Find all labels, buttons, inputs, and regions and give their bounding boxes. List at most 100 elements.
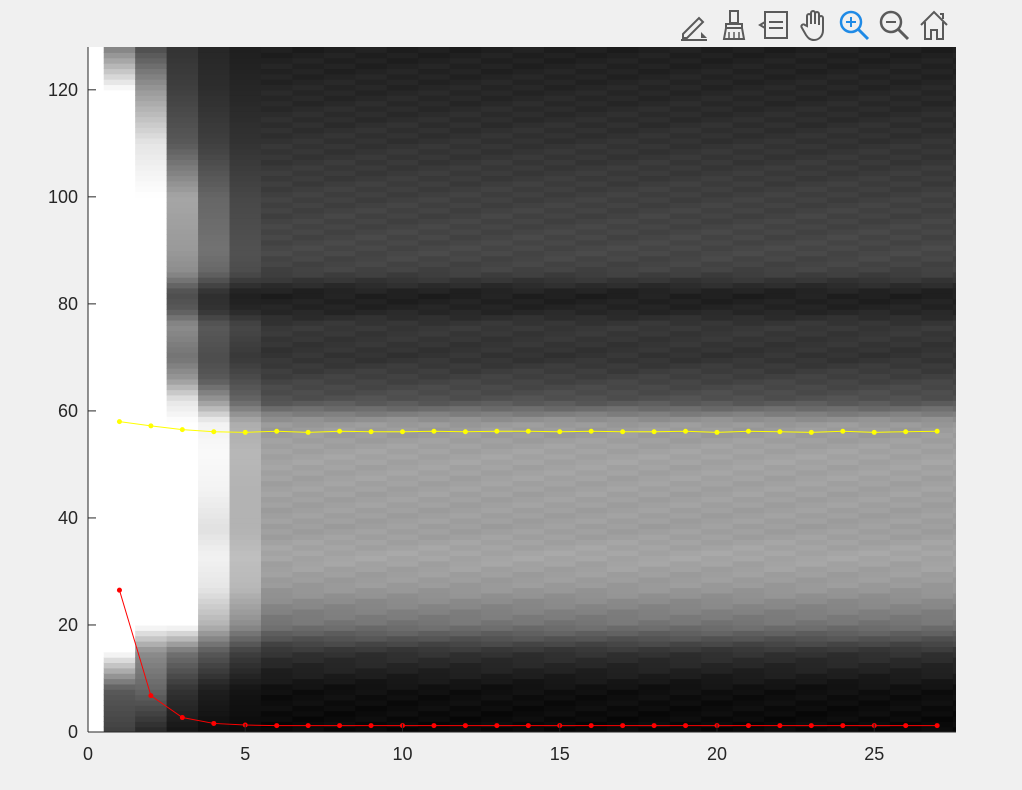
heatmap-cell <box>606 325 639 332</box>
heatmap-cell <box>544 362 577 369</box>
heatmap-cell <box>449 303 482 310</box>
heatmap-cell <box>229 517 262 524</box>
heatmap-cell <box>952 673 956 680</box>
heatmap-cell <box>952 68 956 75</box>
heatmap-cell <box>952 582 956 589</box>
heatmap-cell <box>260 245 294 251</box>
heatmap-cell <box>669 298 702 305</box>
heatmap-cell <box>858 218 891 225</box>
heatmap-cell <box>512 699 545 706</box>
heatmap-cell <box>166 539 199 546</box>
heatmap-cell <box>229 202 262 209</box>
heatmap-cell <box>858 443 891 449</box>
heatmap-column <box>355 47 388 732</box>
heatmap-cell <box>858 282 891 289</box>
heatmap-cell <box>827 154 860 160</box>
home-button[interactable] <box>916 7 952 43</box>
heatmap-cell <box>544 148 577 155</box>
heatmap-cell <box>512 234 545 241</box>
heatmap-cell <box>795 309 828 316</box>
heatmap-cell <box>323 619 356 626</box>
heatmap-cell <box>889 501 923 508</box>
heatmap-cell <box>198 314 231 321</box>
heatmap-cell <box>260 501 294 508</box>
heatmap-cell <box>952 453 956 460</box>
heatmap-cell <box>952 346 956 353</box>
heatmap-cell <box>952 212 956 219</box>
heatmap-cell <box>732 63 765 70</box>
heatmap-cell <box>889 105 923 112</box>
heatmap-cell <box>449 400 482 407</box>
heatmap-cell <box>260 635 294 642</box>
heatmap-cell <box>732 464 765 471</box>
heatmap-cell <box>229 571 262 578</box>
heatmap-cell <box>858 592 891 599</box>
heatmap-cell <box>323 394 356 401</box>
heatmap-cell <box>921 319 954 326</box>
heatmap-cell <box>386 207 419 214</box>
heatmap-cell <box>135 389 168 396</box>
heatmap-cell <box>260 416 294 423</box>
heatmap-cell <box>764 646 797 653</box>
heatmap-cell <box>103 68 136 75</box>
heatmap-cell <box>449 635 482 642</box>
heatmap-cell <box>481 566 514 573</box>
heatmap-cell <box>198 657 231 664</box>
brush-button[interactable] <box>716 7 752 43</box>
heatmap-cell <box>512 212 545 219</box>
heatmap-cell <box>512 111 545 118</box>
heatmap-cell <box>103 394 136 401</box>
heatmap-cell <box>701 132 734 139</box>
heatmap-cell <box>418 614 451 621</box>
pan-hand-button[interactable] <box>796 7 832 43</box>
heatmap-cell <box>638 121 671 128</box>
zoom-out-button[interactable] <box>876 7 912 43</box>
heatmap-cell <box>166 459 199 466</box>
heatmap-cell <box>827 459 860 466</box>
heatmap-cell <box>386 496 419 503</box>
heatmap-cell <box>669 619 702 626</box>
heatmap-cell <box>103 689 136 696</box>
heatmap-cell <box>103 544 136 551</box>
heatmap-cell <box>858 475 891 482</box>
heatmap-cell <box>229 111 262 118</box>
heatmap-cell <box>732 624 765 631</box>
data-tips-button[interactable] <box>756 7 792 43</box>
heatmap-cell <box>606 416 639 423</box>
heatmap-cell <box>732 159 765 166</box>
heatmap-cell <box>952 335 956 342</box>
heatmap-cell <box>481 710 514 717</box>
heatmap-cell <box>638 47 671 53</box>
heatmap-cell <box>323 164 356 171</box>
zoom-in-button[interactable] <box>836 7 872 43</box>
heatmap-cell <box>103 421 136 428</box>
heatmap-cell <box>921 598 954 605</box>
heatmap-cell <box>638 373 671 380</box>
heatmap-cell <box>229 576 262 583</box>
heatmap-cell <box>889 170 923 177</box>
heatmap-cell <box>889 619 923 626</box>
heatmap-cell <box>669 191 702 198</box>
heatmap-cell <box>669 501 702 508</box>
heatmap-cell <box>764 641 797 647</box>
heatmap-cell <box>449 485 482 492</box>
heatmap-cell <box>889 68 923 75</box>
heatmap-cell <box>638 170 671 177</box>
heatmap-cell <box>575 448 608 455</box>
heatmap-cell <box>544 84 577 91</box>
heatmap-cell <box>827 137 860 144</box>
heatmap-cell <box>386 95 419 102</box>
heatmap-cell <box>827 394 860 401</box>
heatmap-cell <box>355 517 388 524</box>
heatmap-cell <box>638 608 671 615</box>
edit-plot-button[interactable] <box>676 7 712 43</box>
heatmap-cell <box>481 576 514 583</box>
heatmap-cell <box>952 170 956 177</box>
heatmap-cell <box>732 528 765 535</box>
heatmap-cell <box>323 368 356 375</box>
heatmap-column <box>103 47 136 732</box>
heatmap-cell <box>512 694 545 701</box>
heatmap-cell <box>386 598 419 605</box>
heatmap-cell <box>827 362 860 369</box>
heatmap-cell <box>858 89 891 96</box>
